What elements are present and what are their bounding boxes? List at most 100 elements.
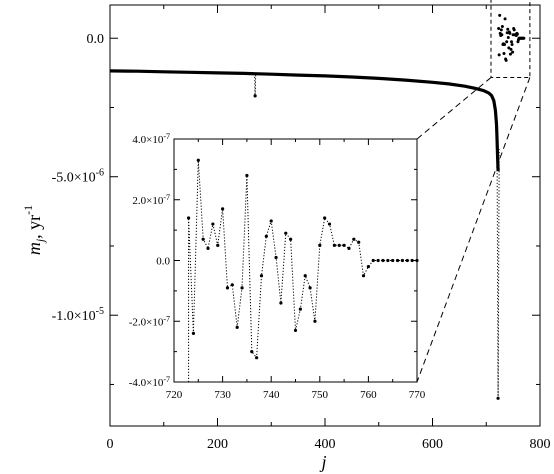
spike-point — [496, 396, 500, 400]
inset-point — [274, 255, 278, 260]
cluster-point — [502, 51, 506, 55]
x-tick-label: 600 — [422, 437, 443, 452]
cluster-point — [506, 27, 510, 31]
inset-point — [347, 246, 351, 250]
cluster-point — [500, 24, 504, 28]
x-axis-label: j — [319, 452, 326, 472]
y-tick-label: 0.0 — [87, 32, 105, 47]
inset-point — [313, 319, 317, 323]
cluster-point — [522, 36, 526, 40]
inset-y-tick-label: -2.0×10-7 — [129, 314, 170, 328]
inset-point — [186, 216, 191, 220]
series-main-curve — [109, 69, 500, 172]
inset-point — [337, 243, 341, 247]
inset-point — [225, 286, 230, 290]
main-plot: 0 200 400 600 800 0.0 -5.0×10-6 -1.0×10-5 — [52, 0, 551, 452]
inset-point — [230, 283, 234, 287]
inset-point — [293, 328, 298, 332]
inset-point — [191, 331, 196, 335]
inset-point — [352, 237, 356, 241]
inset-point — [405, 258, 409, 263]
inset-point — [298, 307, 302, 311]
inset-point — [381, 258, 385, 263]
cluster-point — [504, 58, 508, 62]
inset-x-tick-label: 750 — [312, 389, 329, 401]
cluster-point — [515, 32, 519, 36]
inset-x-tick-label: 720 — [166, 389, 183, 401]
cluster-point — [508, 31, 512, 35]
cluster-point — [505, 40, 509, 44]
inset-y-tick-label: -4.0×10-7 — [129, 375, 170, 389]
inset-frame — [173, 138, 418, 383]
inset-point — [332, 243, 336, 247]
cluster-point — [511, 50, 515, 54]
zoom-connector — [416, 77, 492, 140]
inset-point — [279, 301, 283, 305]
x-tick-label: 0 — [107, 437, 114, 452]
y-tick-label: -5.0×10-6 — [52, 168, 104, 186]
inset-y-tick-label: 2.0×10-7 — [132, 193, 170, 207]
inset-point — [361, 274, 366, 278]
cluster-point — [507, 46, 511, 50]
cluster-point — [510, 40, 514, 44]
inset-point — [342, 243, 346, 247]
inset-point — [357, 240, 361, 244]
inset-point — [206, 246, 210, 250]
inset-point — [211, 222, 215, 226]
spike-line — [496, 137, 500, 399]
cluster-point — [508, 52, 512, 56]
inset-x-tick-label: 740 — [263, 389, 280, 401]
spike-point — [253, 94, 257, 98]
inset-point — [245, 173, 249, 178]
cluster-point — [499, 28, 503, 32]
inset-point — [400, 258, 405, 263]
spike-line — [254, 73, 257, 96]
x-tick-label: 200 — [207, 437, 228, 452]
inset-point — [391, 258, 395, 263]
inset-point — [284, 231, 288, 235]
inset-point — [308, 286, 312, 290]
zoom-box — [490, 0, 531, 78]
inset-y-tick-label: 4.0×10-7 — [132, 132, 170, 146]
inset-point — [216, 243, 220, 247]
inset-point — [250, 350, 254, 354]
x-tick-label: 800 — [530, 437, 551, 452]
inset-point — [259, 274, 264, 278]
inset-point — [221, 207, 225, 211]
inset-point — [415, 258, 419, 263]
cluster-point — [498, 13, 502, 17]
cluster-point — [509, 47, 513, 51]
inset-point — [196, 158, 200, 162]
cluster-point — [497, 53, 501, 57]
inset-point — [323, 216, 327, 220]
inset-x-tick-label: 730 — [214, 389, 231, 401]
inset-point — [395, 258, 400, 263]
inset-point — [303, 274, 307, 278]
inset-x-tick-label: 770 — [409, 389, 426, 401]
y-tick-label: -1.0×10-5 — [52, 306, 104, 324]
inset-point — [264, 234, 268, 238]
inset-point — [371, 258, 375, 263]
cluster-point — [506, 36, 510, 40]
cluster-point — [500, 33, 504, 37]
zoom-connector — [416, 77, 531, 383]
inset-plot: 720 730 740 750 760 770 4.0×10-7 2.0×10-7 0.0 -2.… — [129, 132, 426, 401]
inset-x-tick-label: 760 — [360, 389, 377, 401]
cluster-point — [512, 28, 516, 32]
inset-point — [289, 237, 293, 241]
inset-point — [386, 258, 390, 263]
cluster-point — [497, 27, 501, 31]
inset-point — [376, 258, 380, 263]
inset-point — [255, 356, 259, 360]
inset-point — [240, 286, 244, 290]
inset-point — [327, 222, 332, 226]
inset-point — [235, 325, 239, 329]
inset-point — [366, 264, 370, 269]
cluster-point — [503, 17, 507, 21]
y-axis-label: mj, yr-1 — [21, 205, 47, 255]
inset-point — [318, 243, 322, 247]
cluster-point — [510, 42, 514, 46]
x-tick-label: 400 — [315, 437, 336, 452]
cluster-point — [503, 42, 507, 46]
